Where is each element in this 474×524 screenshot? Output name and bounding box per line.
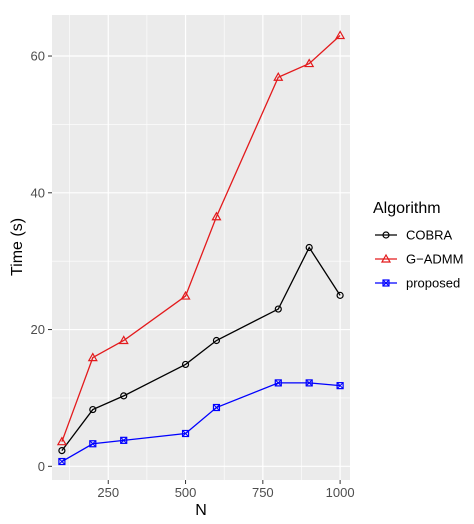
series-layer <box>56 30 346 466</box>
legend-label: G−ADMM <box>406 252 463 267</box>
y-tick-label: 60 <box>31 49 45 64</box>
data-point-g-admm <box>273 72 284 81</box>
series-cobra <box>58 243 344 455</box>
data-point-cobra <box>274 305 282 313</box>
data-point-g-admm <box>87 352 98 362</box>
data-point-g-admm <box>335 30 346 40</box>
data-point-proposed <box>181 429 190 438</box>
legend-label: COBRA <box>406 228 453 243</box>
data-point-cobra <box>120 392 128 400</box>
data-point-cobra <box>89 405 97 414</box>
x-tick-label: 500 <box>175 485 197 500</box>
data-point-g-admm <box>180 290 191 300</box>
series-proposed <box>58 379 344 466</box>
legend-item-cobra: COBRA <box>375 228 453 243</box>
data-point-g-admm <box>211 211 222 221</box>
legend: Algorithm COBRA G−ADMM proposed <box>373 200 463 291</box>
data-point-proposed <box>212 403 221 412</box>
series-g-admm <box>56 30 346 446</box>
x-tick-label: 750 <box>252 485 274 500</box>
data-point-g-admm <box>118 335 129 345</box>
legend-item-g-admm: G−ADMM <box>375 252 463 267</box>
x-tick-label: 250 <box>97 485 119 500</box>
data-point-g-admm <box>304 58 315 68</box>
legend-key-marker <box>382 231 390 239</box>
minor-gridlines <box>52 15 350 480</box>
y-tick-label: 40 <box>31 185 45 200</box>
legend-item-proposed: proposed <box>375 276 460 291</box>
legend-key-marker <box>382 279 390 287</box>
data-point-cobra <box>58 446 66 455</box>
data-point-proposed <box>336 382 344 390</box>
data-point-cobra <box>212 336 221 345</box>
data-point-proposed <box>89 440 97 448</box>
series-line-proposed <box>61 382 341 463</box>
y-axis: 0 20 40 60 <box>31 49 52 474</box>
x-axis: 250 500 750 1000 <box>97 480 355 500</box>
x-axis-title: N <box>195 502 207 519</box>
panel-background <box>52 15 350 480</box>
y-tick-label: 20 <box>31 322 45 337</box>
data-point-proposed <box>274 379 282 387</box>
major-gridlines <box>52 15 350 480</box>
data-point-g-admm <box>56 436 67 446</box>
legend-title: Algorithm <box>373 200 441 217</box>
y-tick-label: 0 <box>38 459 45 474</box>
data-point-proposed <box>58 457 66 466</box>
data-point-cobra <box>181 360 190 369</box>
data-point-cobra <box>305 243 313 252</box>
data-point-cobra <box>336 291 344 299</box>
legend-key-marker <box>380 253 392 263</box>
series-line-cobra <box>61 246 341 451</box>
y-axis-title: Time (s) <box>9 218 26 276</box>
data-point-proposed <box>120 436 128 444</box>
series-line-g-admm <box>61 35 341 442</box>
data-point-proposed <box>305 379 313 387</box>
legend-label: proposed <box>406 276 460 291</box>
x-tick-label: 1000 <box>326 485 355 500</box>
